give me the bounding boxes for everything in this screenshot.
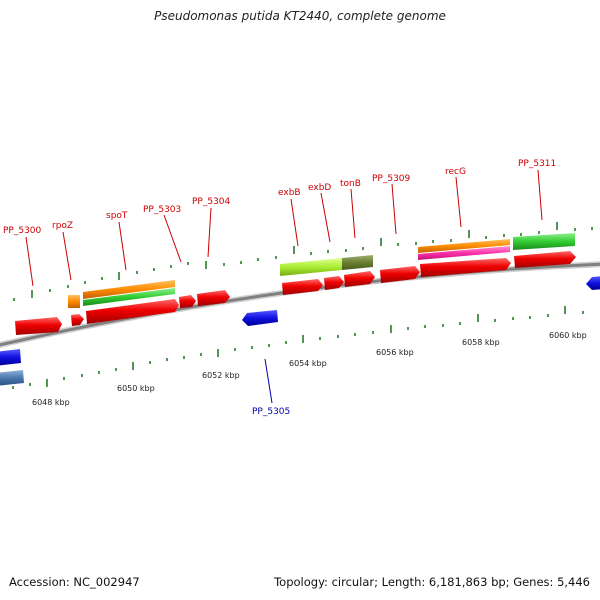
- gene-label[interactable]: spoT: [106, 211, 128, 221]
- gene-label[interactable]: PP_5304: [192, 197, 231, 207]
- feature-olive-exbd[interactable]: [342, 255, 373, 270]
- scale-label: 6054 kbp: [289, 359, 327, 368]
- feature-green-pp5311[interactable]: [513, 233, 575, 250]
- feature-orange-spot[interactable]: [83, 280, 175, 299]
- gene-label[interactable]: rpoZ: [52, 221, 73, 231]
- lower-tick-track: [12, 306, 584, 389]
- gene-pp5309[interactable]: [380, 266, 420, 283]
- gene-label[interactable]: PP_5300: [3, 226, 42, 236]
- feature-annotations: [68, 233, 575, 308]
- gene-label[interactable]: PP_5309: [372, 174, 411, 184]
- gene-label-group: PP_5300 rpoZ spoT PP_5303 PP_5304 exbB e…: [3, 159, 556, 417]
- map-title: Pseudomonas putida KT2440, complete geno…: [154, 9, 446, 23]
- feature-green-spot[interactable]: [83, 288, 175, 306]
- gene-right-blue[interactable]: [586, 276, 600, 290]
- scale-label: 6048 kbp: [32, 398, 70, 407]
- gene-tonb[interactable]: [344, 271, 375, 287]
- feature-orange-rpoz[interactable]: [68, 295, 80, 308]
- feature-lime-exbb[interactable]: [280, 258, 342, 276]
- scale-label: 6060 kbp: [549, 331, 587, 340]
- accession-text: Accession: NC_002947: [9, 575, 140, 589]
- gene-label[interactable]: exbB: [278, 188, 301, 198]
- gene-spot[interactable]: [86, 299, 179, 324]
- gene-label[interactable]: PP_5305: [252, 407, 290, 417]
- gene-label[interactable]: PP_5311: [518, 159, 556, 169]
- feature-pink-recg[interactable]: [418, 246, 510, 260]
- gene-pp5300[interactable]: [15, 317, 62, 335]
- forward-strand-genes: [15, 251, 576, 335]
- gene-left-steel[interactable]: [0, 370, 24, 386]
- scale-label: 6050 kbp: [117, 384, 155, 393]
- scale-label: 6052 kbp: [202, 371, 240, 380]
- gene-label[interactable]: PP_5303: [143, 205, 181, 215]
- gene-label[interactable]: tonB: [340, 179, 361, 189]
- scale-labels: 6048 kbp 6050 kbp 6052 kbp 6054 kbp 6056…: [32, 331, 587, 407]
- gene-exbd[interactable]: [324, 276, 344, 290]
- gene-left-blue[interactable]: [0, 349, 21, 366]
- gene-pp5305[interactable]: [242, 310, 278, 326]
- scale-label: 6056 kbp: [376, 348, 414, 357]
- upper-tick-track: [13, 222, 593, 301]
- scale-label: 6058 kbp: [462, 338, 500, 347]
- gene-exbb[interactable]: [282, 279, 323, 295]
- topology-text: Topology: circular; Length: 6,181,863 bp…: [274, 575, 590, 589]
- feature-orange-recg[interactable]: [418, 239, 510, 253]
- label-leaders: [25, 169, 543, 404]
- gene-pp5304[interactable]: [197, 290, 230, 306]
- gene-pp5303[interactable]: [179, 295, 196, 308]
- gene-label[interactable]: recG: [445, 167, 466, 177]
- gene-recg[interactable]: [420, 258, 511, 277]
- gene-pp5311[interactable]: [514, 251, 576, 268]
- reverse-strand-genes: [0, 276, 600, 386]
- gene-rpoz[interactable]: [71, 314, 84, 326]
- gene-label[interactable]: exbD: [308, 183, 331, 193]
